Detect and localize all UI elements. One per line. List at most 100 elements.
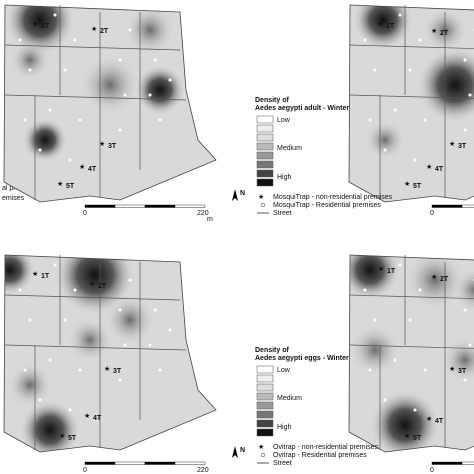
scale-end: 220 [197, 467, 209, 474]
streets [349, 5, 474, 200]
legend-title: Density of [255, 347, 290, 354]
trap-label: 4T [93, 415, 102, 422]
density-hotspot [23, 118, 67, 162]
legend-swatch [256, 419, 274, 428]
residential-trap [123, 93, 127, 97]
legend-item: Ovitrap - Residential premises [273, 452, 367, 459]
legend-title: Density of [255, 97, 290, 104]
residential-trap [158, 118, 162, 122]
residential-trap [118, 308, 122, 312]
residential-trap [153, 58, 157, 62]
density-hotspot [105, 295, 155, 345]
residential-trap [418, 38, 422, 42]
scale-unit: m [207, 216, 213, 223]
scale-segment [461, 461, 474, 465]
legend-item: Street [273, 210, 292, 217]
density-hotspot [350, 325, 400, 375]
legend-star: ★ [258, 443, 264, 451]
residential-trap [463, 308, 467, 312]
residential-trap [148, 93, 152, 97]
scale-unit: m [207, 473, 213, 474]
trap-label: 4T [88, 166, 97, 173]
legend-swatch [256, 401, 274, 410]
legend-swatch [256, 160, 274, 169]
trap-label: 4T [435, 166, 444, 173]
density-hotspot [55, 255, 135, 315]
residential-trap [373, 318, 377, 322]
residential-trap [118, 378, 122, 382]
density-surface [4, 5, 216, 202]
legend-swatch [256, 169, 274, 178]
trap-label: 3T [113, 368, 122, 375]
trap-star: ★ [104, 365, 110, 373]
trap-label: 5T [68, 435, 77, 442]
residential-trap [63, 318, 67, 322]
trap-label: 1T [386, 23, 395, 30]
scale-segment [144, 461, 176, 465]
residential-trap [118, 128, 122, 132]
residential-trap [398, 263, 402, 267]
map-panel: ★1T★2T★3T★4T★5T [348, 4, 474, 203]
legend-swatch [256, 178, 274, 187]
residential-trap [368, 118, 372, 122]
trap-label: 1T [41, 23, 50, 30]
legend-item: Street [273, 460, 292, 467]
trap-label: 2T [100, 28, 109, 35]
residential-trap [68, 408, 72, 412]
legend-star: ★ [258, 193, 264, 201]
trap-star: ★ [84, 412, 90, 420]
residential-trap [28, 68, 32, 72]
north-arrow [232, 446, 238, 458]
density-hotspot [4, 255, 35, 295]
trap-label: 2T [98, 283, 107, 290]
trap-label: 3T [458, 143, 467, 150]
residential-trap [373, 68, 377, 72]
residential-trap [148, 343, 152, 347]
legend-item: Ovitrap - non-residential premises [273, 444, 379, 451]
map-panel: ★1T★2T★3T★4T★5T [348, 254, 474, 453]
legend-swatch [256, 124, 274, 133]
residential-trap [38, 148, 42, 152]
trap-label: 5T [66, 183, 75, 190]
residential-trap [383, 148, 387, 152]
residential-trap [18, 38, 22, 42]
legend-swatch [256, 428, 274, 437]
trap-label: 1T [387, 268, 396, 275]
trap-star: ★ [426, 415, 432, 423]
legend-subtitle: Aedes aegypti eggs - Winter [255, 355, 349, 362]
residential-trap [168, 78, 172, 82]
trap-label: 3T [458, 368, 467, 375]
legend-swatch [256, 133, 274, 142]
scale-start: 0 [430, 210, 434, 217]
legend-swatch [256, 383, 274, 392]
residential-trap [48, 358, 52, 362]
residential-trap [168, 328, 172, 332]
residential-trap [158, 368, 162, 372]
trap-star: ★ [57, 180, 63, 188]
residential-trap [73, 288, 77, 292]
residential-trap [48, 108, 52, 112]
density-surface [349, 5, 474, 202]
scale-segment [114, 461, 146, 465]
density-hotspot [370, 390, 440, 452]
map-outline [3, 254, 217, 453]
scale-segment [431, 204, 463, 208]
legend-level: Low [277, 367, 291, 374]
legend-level: High [277, 174, 292, 181]
residential-trap [408, 68, 412, 72]
north-label: N [240, 447, 245, 454]
residential-trap [38, 398, 42, 402]
density-hotspot [405, 255, 465, 310]
trap-star: ★ [426, 163, 432, 171]
legend-swatch [256, 115, 274, 124]
trap-label: 5T [413, 183, 422, 190]
residential-trap [418, 288, 422, 292]
scale-end: 220 [197, 210, 209, 217]
north-label: N [240, 190, 245, 197]
residential-trap [118, 58, 122, 62]
trap-star: ★ [449, 140, 455, 148]
residential-trap [463, 128, 467, 132]
trap-star: ★ [89, 280, 95, 288]
